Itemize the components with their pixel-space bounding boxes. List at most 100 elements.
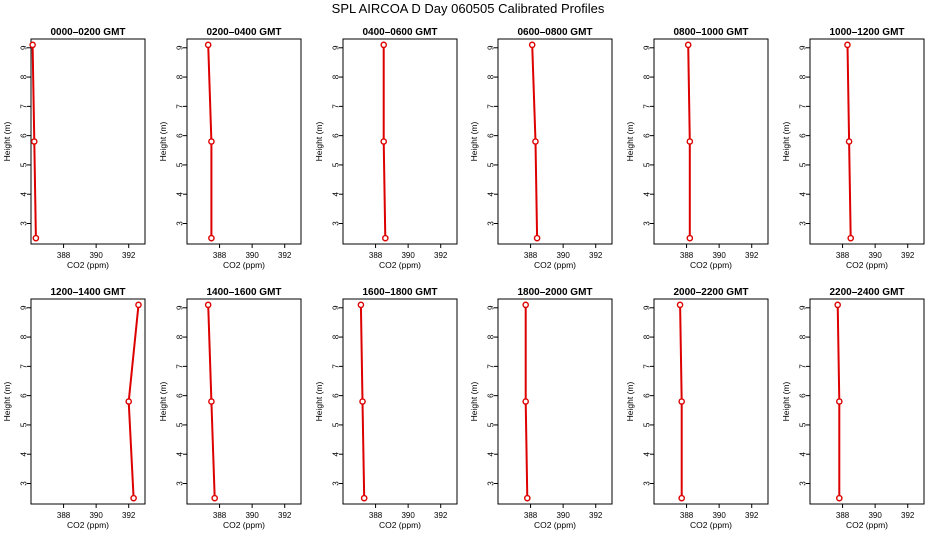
y-tick-label: 3: [176, 221, 185, 226]
y-tick-label: 8: [20, 74, 29, 79]
x-tick-label: 390: [556, 511, 570, 520]
y-tick-label: 4: [332, 451, 341, 456]
y-axis-label: Height (m): [469, 382, 479, 422]
profile-panel: 1200–1400 GMT 388 390 392 3 4 5 6 7 8 9 CO2 (ppm) He…: [2, 287, 146, 530]
y-tick-label: 3: [643, 221, 652, 226]
panel-title: 1000–1200 GMT: [829, 27, 904, 38]
y-tick-label: 4: [799, 451, 808, 456]
x-tick-label: 390: [868, 511, 882, 520]
plot-frame: [186, 298, 302, 505]
y-tick-label: 3: [799, 481, 808, 486]
plot-frame: [653, 38, 769, 245]
x-tick-label: 392: [122, 511, 136, 520]
data-point: [135, 301, 142, 309]
y-tick-label: 4: [20, 191, 29, 196]
data-point: [357, 301, 365, 309]
x-tick-label: 388: [680, 511, 694, 520]
data-point: [380, 41, 388, 49]
data-point: [211, 494, 218, 502]
y-tick-label: 8: [643, 334, 652, 339]
y-tick-label: 3: [799, 221, 808, 226]
y-tick-label: 7: [799, 104, 808, 109]
x-tick-label: 392: [434, 251, 448, 260]
y-tick-label: 6: [799, 393, 808, 398]
y-axis-label: Height (m): [158, 382, 168, 422]
plot-frame: [30, 298, 146, 505]
y-tick-label: 9: [487, 45, 496, 50]
panel-title: 0800–1000 GMT: [673, 27, 748, 38]
y-tick-label: 8: [332, 334, 341, 339]
profile-panel: 0600–0800 GMT 388 390 392 3 4 5 6 7 8 9 CO2 (ppm) He…: [469, 27, 613, 270]
x-axis-label: CO2 (ppm): [379, 520, 421, 530]
x-axis-label: CO2 (ppm): [223, 260, 265, 270]
data-point: [204, 301, 212, 309]
data-point: [204, 41, 212, 49]
data-point: [836, 494, 843, 502]
y-tick-label: 8: [176, 334, 185, 339]
x-tick-label: 392: [589, 251, 603, 260]
y-tick-label: 8: [176, 74, 185, 79]
x-tick-label: 392: [122, 251, 136, 260]
y-tick-label: 6: [176, 393, 185, 398]
y-tick-label: 9: [332, 305, 341, 310]
x-tick-label: 388: [213, 511, 227, 520]
profile-panel: 0200–0400 GMT 388 390 392 3 4 5 6 7 8 9 CO2 (ppm) He…: [158, 27, 302, 270]
x-axis-label: CO2 (ppm): [690, 520, 732, 530]
y-tick-label: 9: [799, 45, 808, 50]
y-tick-label: 3: [332, 221, 341, 226]
panel-title: 1800–2000 GMT: [517, 287, 592, 298]
x-tick-label: 390: [556, 251, 570, 260]
profile-panel: 1400–1600 GMT 388 390 392 3 4 5 6 7 8 9 CO2 (ppm) He…: [158, 287, 302, 530]
x-tick-label: 388: [836, 251, 850, 260]
x-tick-label: 390: [245, 511, 259, 520]
data-point: [208, 138, 215, 145]
y-tick-label: 3: [332, 481, 341, 486]
y-tick-label: 5: [643, 422, 652, 427]
y-tick-label: 6: [20, 393, 29, 398]
plot-frame: [497, 298, 613, 505]
x-tick-label: 392: [278, 251, 292, 260]
y-tick-label: 9: [643, 45, 652, 50]
y-tick-label: 4: [332, 191, 341, 196]
y-tick-label: 5: [20, 162, 29, 167]
panel-title: 1400–1600 GMT: [206, 287, 281, 298]
plot-frame: [342, 298, 458, 505]
y-axis-label: Height (m): [781, 122, 791, 162]
plot-frame: [497, 38, 613, 245]
x-tick-label: 392: [589, 511, 603, 520]
y-tick-label: 7: [332, 104, 341, 109]
panel-title: 0000–0200 GMT: [50, 27, 125, 38]
data-point: [125, 398, 133, 405]
y-tick-label: 5: [487, 422, 496, 427]
x-tick-label: 390: [89, 511, 103, 520]
y-tick-label: 3: [20, 481, 29, 486]
y-tick-label: 5: [332, 422, 341, 427]
data-point: [686, 234, 694, 242]
x-tick-label: 390: [89, 251, 103, 260]
y-tick-label: 9: [487, 305, 496, 310]
y-tick-label: 8: [20, 334, 29, 339]
data-point: [844, 41, 851, 49]
x-tick-label: 392: [434, 511, 448, 520]
x-tick-label: 388: [836, 511, 850, 520]
data-point: [29, 41, 36, 49]
x-tick-label: 392: [278, 511, 292, 520]
data-point: [528, 41, 536, 49]
y-tick-label: 4: [176, 451, 185, 456]
plot-frame: [186, 38, 302, 245]
y-tick-label: 9: [643, 305, 652, 310]
plot-frame: [30, 38, 146, 245]
y-tick-label: 8: [332, 74, 341, 79]
y-tick-label: 6: [176, 133, 185, 138]
y-tick-label: 5: [799, 422, 808, 427]
x-axis-label: CO2 (ppm): [690, 260, 732, 270]
y-tick-label: 8: [643, 74, 652, 79]
panel-title: 1600–1800 GMT: [362, 287, 437, 298]
data-point: [678, 494, 685, 502]
x-axis-label: CO2 (ppm): [67, 260, 109, 270]
y-tick-label: 7: [20, 104, 29, 109]
panel-title: 2200–2400 GMT: [829, 287, 904, 298]
profile-panel: 0800–1000 GMT 388 390 392 3 4 5 6 7 8 9 CO2 (ppm) He…: [625, 27, 769, 270]
y-tick-label: 7: [332, 364, 341, 369]
y-tick-label: 9: [20, 305, 29, 310]
